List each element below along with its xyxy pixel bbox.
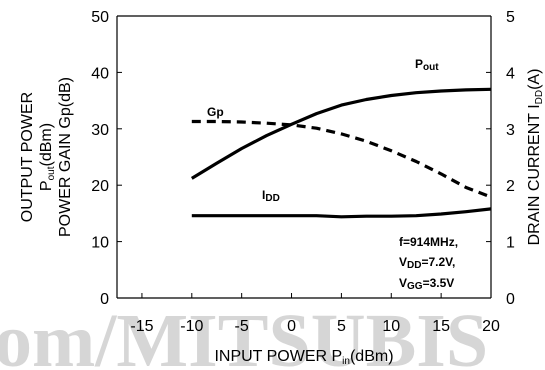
x-tick-label: 0 <box>287 318 296 335</box>
watermark-text: om/MITSUBIS <box>0 299 488 370</box>
series-label-gp: Gp <box>207 105 224 119</box>
y-left-tick-label: 50 <box>91 9 109 26</box>
series-line-idd <box>191 207 492 219</box>
y-right-tick-label: 1 <box>506 235 515 252</box>
annotation-vgg: VGG=3.5V <box>399 276 454 292</box>
x-tick-label: -5 <box>235 318 249 335</box>
y-right-label: DRAIN CURRENT IDD(A) <box>526 69 545 246</box>
x-tick-label: 20 <box>482 318 500 335</box>
annotation-vdd: VDD=7.2V, <box>399 255 455 271</box>
y-right-tick-label: 0 <box>506 291 515 308</box>
y-right-tick-label: 2 <box>506 178 515 195</box>
y-right-tick-label: 5 <box>506 9 515 26</box>
x-tick-label: 15 <box>432 318 450 335</box>
axes <box>116 15 492 299</box>
y-left-tick-label: 30 <box>91 122 109 139</box>
series-label-pout: Pout <box>415 57 439 73</box>
y-right-tick-label: 3 <box>506 122 515 139</box>
ticks: -15 -10 -5 0 5 10 15 20 0 10 20 30 40 50 0 1 2 3 4 5 <box>91 9 515 335</box>
y-right-tick-label: 4 <box>506 65 515 82</box>
x-tick-label: -10 <box>180 318 203 335</box>
x-tick-label: -15 <box>130 318 153 335</box>
series-layer <box>190 87 492 219</box>
y-left-label-line3: POWER GAIN Gp(dB) <box>57 77 74 237</box>
series-label-idd: IDD <box>262 188 280 204</box>
y-left-tick-label: 40 <box>91 65 109 82</box>
y-left-tick-label: 20 <box>91 178 109 195</box>
x-tick-label: 5 <box>337 318 346 335</box>
y-left-tick-label: 10 <box>91 235 109 252</box>
y-left-label-line1: OUTPUT POWER <box>19 92 36 222</box>
y-left-label-line2: Pout(dBm) <box>38 123 57 191</box>
annotation-frequency: f=914MHz, <box>399 235 458 249</box>
x-axis-label: INPUT POWER Pin(dBm) <box>214 348 393 367</box>
series-line-gp <box>191 119 492 199</box>
y-left-tick-label: 0 <box>100 291 109 308</box>
x-tick-label: 10 <box>382 318 400 335</box>
series-line-pout <box>190 87 492 180</box>
